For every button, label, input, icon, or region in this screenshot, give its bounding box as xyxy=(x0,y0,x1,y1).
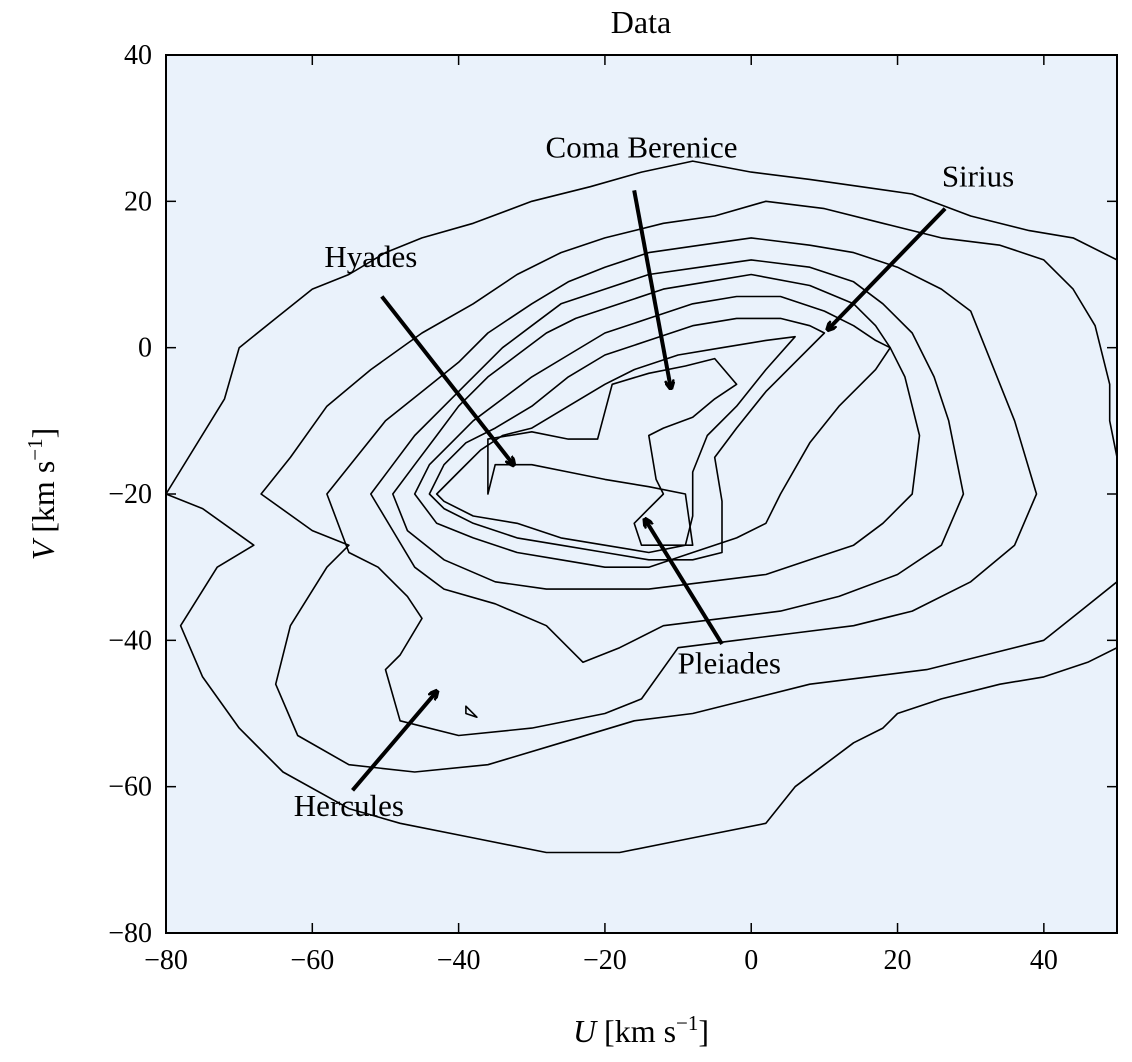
axis-ticks: −80 −60 −40 −20 0 20 40 −80 −60 −40 −20 0 20 40 xyxy=(108,40,1117,976)
contour-level-9 xyxy=(487,357,738,547)
x-axis-unit: [km s xyxy=(596,1013,676,1049)
arrow-pleiades xyxy=(645,520,724,646)
y-axis-var: V xyxy=(25,537,61,560)
x-tick-label: −60 xyxy=(290,945,334,976)
y-tick-label: −80 xyxy=(108,918,152,949)
x-axis-var: U xyxy=(573,1013,598,1049)
arrow-hercules xyxy=(351,692,437,792)
arrow-coma-berenice xyxy=(632,189,671,388)
contour-level-10 xyxy=(465,705,478,719)
arrow-hyades xyxy=(380,295,514,464)
arrow-sirius xyxy=(828,207,947,330)
x-tick-label: −20 xyxy=(583,945,627,976)
annotation-sirius: Sirius xyxy=(942,159,1014,194)
annotation-hercules: Hercules xyxy=(294,788,404,823)
contour-level-1 xyxy=(166,160,1117,854)
plot-background xyxy=(166,55,1117,933)
x-tick-label: 40 xyxy=(1030,945,1058,976)
x-tick-label: 0 xyxy=(744,945,758,976)
contour-level-2 xyxy=(260,200,1117,773)
y-axis-unit: [km s xyxy=(25,461,61,541)
contour-level-8 xyxy=(435,335,796,554)
contour-level-7 xyxy=(428,317,826,561)
x-axis-unit-close: ] xyxy=(698,1013,709,1049)
chart-title: Data xyxy=(611,4,671,40)
contour-level-6 xyxy=(413,295,892,569)
y-axis-unit-close: ] xyxy=(25,428,61,439)
contour-fills xyxy=(166,160,1117,854)
annotation-coma-berenice: Coma Berenice xyxy=(546,129,738,164)
annotation-arrows: Hyades Coma Berenice Sirius Pleiades Hercule… xyxy=(294,129,1014,823)
x-axis-label: U [km s−1] xyxy=(573,1011,709,1049)
y-tick-label: 0 xyxy=(138,333,152,364)
contour-level-3 xyxy=(326,237,1038,737)
x-tick-label: −80 xyxy=(144,945,188,976)
contour-level-4 xyxy=(369,259,965,664)
contour-level-5 xyxy=(391,273,921,590)
x-tick-label: 20 xyxy=(884,945,912,976)
x-axis-unit-exp: −1 xyxy=(676,1011,698,1035)
y-tick-label: 40 xyxy=(124,40,152,71)
annotation-pleiades: Pleiades xyxy=(678,645,781,680)
y-tick-label: −40 xyxy=(108,625,152,656)
annotation-hyades: Hyades xyxy=(324,239,417,274)
y-axis-label: V [km s−1] xyxy=(23,428,61,561)
x-tick-label: −40 xyxy=(437,945,481,976)
y-tick-label: −20 xyxy=(108,479,152,510)
y-axis-unit-exp: −1 xyxy=(23,438,47,460)
y-tick-label: 20 xyxy=(124,186,152,217)
y-tick-label: −60 xyxy=(108,772,152,803)
